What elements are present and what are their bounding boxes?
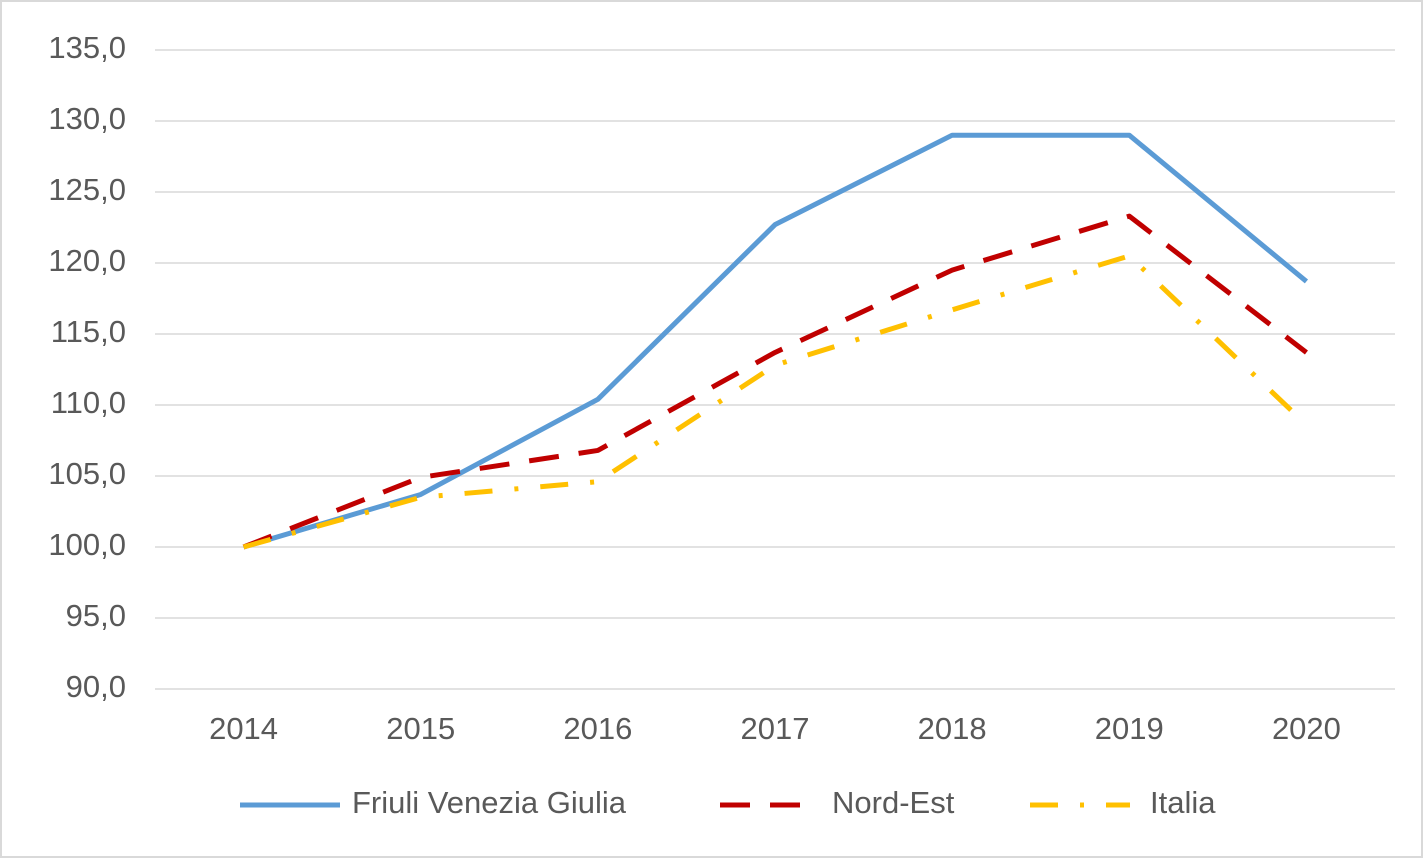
series-line	[242, 213, 1308, 550]
x-tick-label: 2017	[741, 711, 810, 746]
x-tick-label: 2014	[209, 711, 278, 746]
y-tick-label: 125,0	[48, 172, 126, 207]
legend-label: Italia	[1150, 785, 1216, 820]
y-tick-label: 120,0	[48, 243, 126, 278]
y-tick-label: 90,0	[66, 669, 126, 704]
legend-label: Nord-Est	[832, 785, 955, 820]
y-tick-label: 135,0	[48, 30, 126, 65]
y-tick-label: 115,0	[51, 314, 126, 349]
y-tick-label: 105,0	[48, 456, 126, 491]
x-tick-label: 2019	[1095, 711, 1164, 746]
x-tick-label: 2018	[918, 711, 987, 746]
x-tick-label: 2020	[1272, 711, 1341, 746]
legend-label: Friuli Venezia Giulia	[352, 785, 627, 820]
y-tick-label: 130,0	[48, 101, 126, 136]
y-tick-label: 95,0	[66, 598, 126, 633]
y-tick-label: 110,0	[51, 385, 126, 420]
y-tick-label: 100,0	[48, 527, 126, 562]
x-tick-label: 2016	[563, 711, 632, 746]
x-tick-label: 2015	[386, 711, 455, 746]
series-line	[242, 132, 1309, 550]
